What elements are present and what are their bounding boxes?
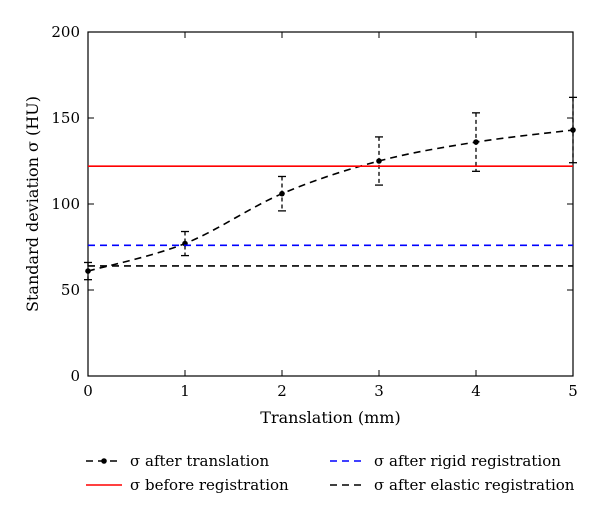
legend-label: σ after rigid registration	[374, 452, 561, 470]
data-point	[376, 158, 382, 164]
data-point	[279, 190, 285, 197]
y-tick-label: 100	[51, 195, 80, 213]
x-tick-label: 0	[83, 382, 93, 400]
legend-item-3: σ after elastic registration	[330, 476, 575, 494]
y-tick-label: 50	[61, 281, 80, 299]
x-axis-label: Translation (mm)	[260, 408, 400, 427]
legend-item-2: σ before registration	[86, 476, 289, 494]
data-point	[473, 139, 479, 145]
legend-marker	[101, 458, 107, 464]
series-0	[84, 96, 577, 281]
y-axis-label: Standard deviation σ (HU)	[23, 96, 42, 312]
legend-item-0: σ after translation	[86, 452, 269, 470]
x-tick-label: 1	[180, 382, 190, 400]
y-tick-label: 0	[70, 367, 80, 385]
y-tick-label: 200	[51, 23, 80, 41]
x-tick-label: 2	[277, 382, 287, 400]
legend: σ after translation σ after rigid registr…	[86, 452, 575, 494]
x-tick-label: 3	[374, 382, 384, 400]
y-tick-label: 150	[51, 109, 80, 127]
x-tick-label: 5	[568, 382, 578, 400]
legend-item-1: σ after rigid registration	[330, 452, 561, 470]
x-tick-label: 4	[471, 382, 481, 400]
series-line	[87, 129, 574, 272]
plot-area	[84, 96, 577, 281]
legend-label: σ after elastic registration	[374, 476, 575, 494]
data-point	[570, 127, 576, 133]
legend-label: σ before registration	[130, 476, 289, 494]
plot-frame	[87, 31, 574, 377]
legend-label: σ after translation	[130, 452, 269, 470]
data-point	[85, 268, 91, 274]
